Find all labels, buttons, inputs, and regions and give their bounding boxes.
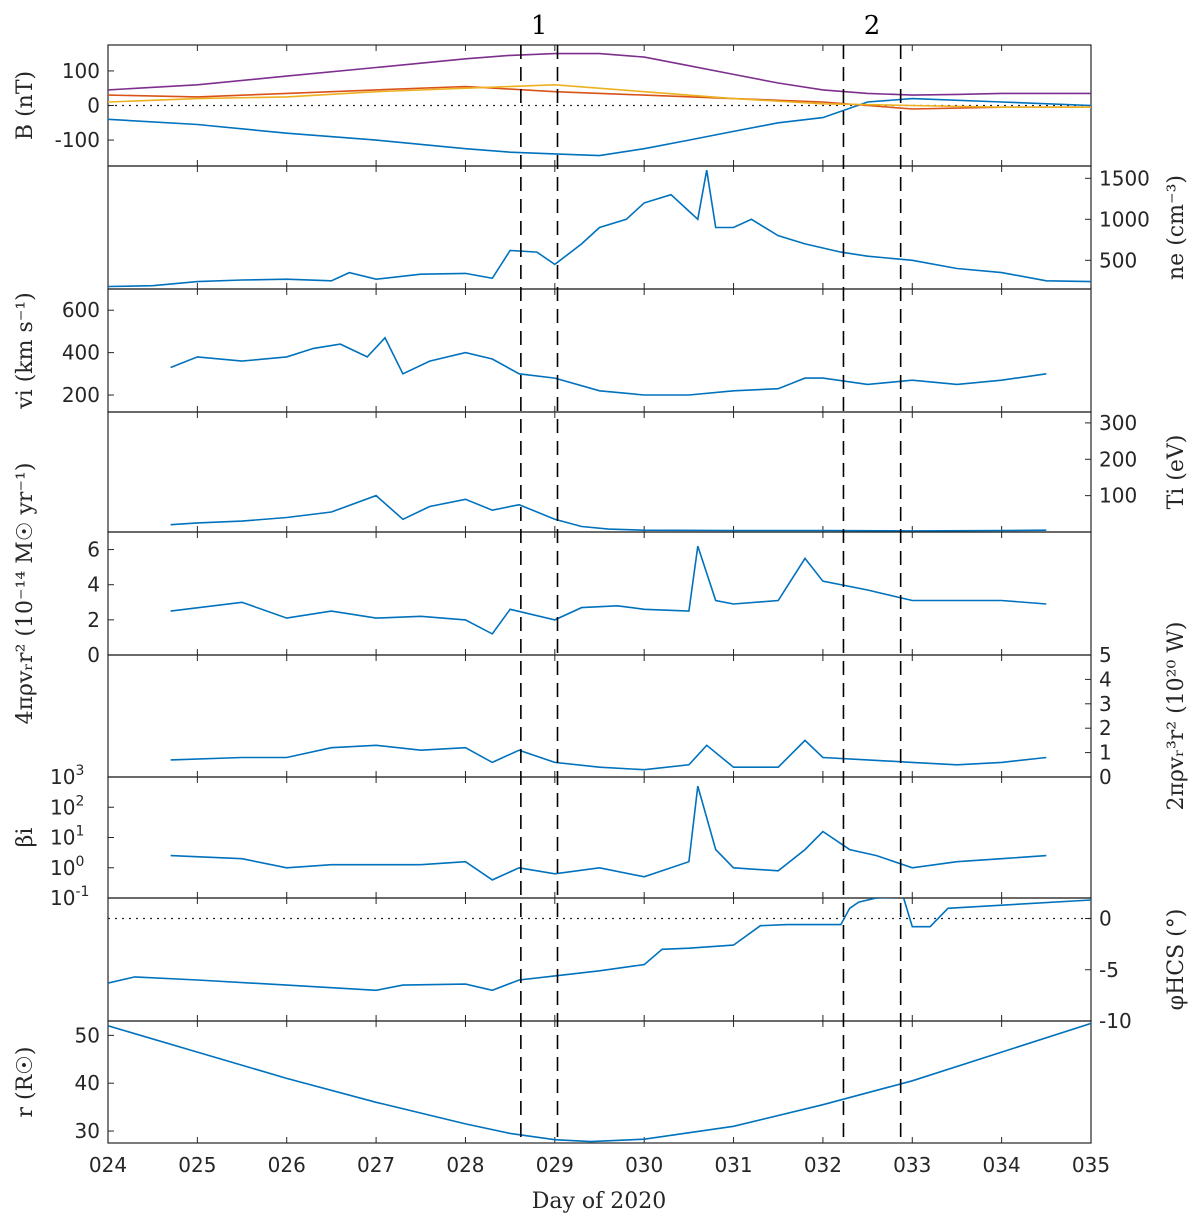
y-tick-label: 4: [87, 573, 100, 597]
y-axis-label-vi: vi (km s⁻¹): [13, 292, 38, 410]
y-tick-label: 100: [50, 854, 84, 880]
y-tick-label: 600: [62, 298, 100, 322]
series-line-B--b-: [108, 52, 1091, 96]
series-line-r-r: [108, 1022, 1091, 1143]
panel-Ti: 100 200 300 Ti (eV): [107, 411, 1189, 533]
y-tick-label: 200: [62, 383, 100, 407]
y-axis-label-beta: βi: [13, 828, 38, 848]
y-axis-label-ne: ne (cm⁻³): [1164, 175, 1189, 280]
panel-frame: [107, 531, 1092, 656]
y-tick-label: 0: [87, 643, 100, 667]
panel-B: -100 0 100 B (nT): [13, 44, 1092, 167]
x-tick-label: 035: [1072, 1153, 1110, 1177]
x-tick-label: 032: [804, 1153, 842, 1177]
panel-ne: 500 1000 1500 ne (cm⁻³): [107, 165, 1189, 290]
series-line-beta-beta-i: [170, 785, 1047, 881]
y-tick-label: 4: [1099, 667, 1112, 691]
y-axis-label-B: B (nT): [13, 71, 38, 140]
y-tick-label: 2: [1099, 716, 1112, 740]
series-line-ne-ne: [108, 169, 1091, 288]
y-tick-label: 400: [62, 341, 100, 365]
period-1: 1: [520, 11, 559, 1143]
y-tick-label: 103: [50, 763, 84, 789]
y-tick-label: 101: [50, 824, 84, 850]
y-tick-label: 2: [87, 608, 100, 632]
panel-frame: [107, 654, 1092, 778]
x-axis-label: Day of 2020: [532, 1189, 667, 1214]
x-tick-label: 025: [178, 1153, 216, 1177]
series-line-phi-phi-hcs: [108, 898, 1091, 992]
y-axis-label-energy: 2πρvᵣ³r² (10²⁰ W): [1164, 621, 1189, 810]
panel-frame: [107, 411, 1092, 533]
period-label: 1: [531, 11, 548, 41]
series-line-Ti-ti: [170, 494, 1047, 532]
x-tick-label: 031: [714, 1153, 752, 1177]
y-tick-label: 100: [1099, 484, 1137, 508]
panel-frame: [107, 288, 1092, 413]
y-axis-label-r: r (R☉): [13, 1047, 38, 1118]
y-axis-label-phi: φHCS (°): [1164, 909, 1189, 1011]
panel-phi: -10 -5 0 φHCS (°): [107, 897, 1189, 1033]
y-axis-label-Ti: Ti (eV): [1164, 435, 1189, 510]
y-tick-label: -10: [1099, 1009, 1132, 1033]
y-tick-label: 1: [1099, 741, 1112, 765]
panel-frame: [107, 897, 1092, 1022]
x-tick-label: 027: [357, 1153, 395, 1177]
x-tick-label: 026: [268, 1153, 306, 1177]
y-tick-label: 1500: [1099, 166, 1150, 190]
panel-mass: 0 2 4 6 4πρvᵣr² (10⁻¹⁴ M☉ yr⁻¹): [13, 463, 1092, 725]
y-tick-label: 6: [87, 538, 100, 562]
panel-vi: 200 400 600 vi (km s⁻¹): [13, 288, 1092, 413]
y-tick-label: 40: [75, 1071, 100, 1095]
y-tick-label: 10-1: [50, 884, 89, 910]
y-axis-label-mass: 4πρvᵣr² (10⁻¹⁴ M☉ yr⁻¹): [13, 463, 38, 725]
y-tick-label: 500: [1099, 248, 1137, 272]
y-tick-label: 30: [75, 1119, 100, 1143]
y-tick-label: 3: [1099, 692, 1112, 716]
panel-beta: 10-1 100 101 102 103 βi: [13, 763, 1092, 910]
y-tick-label: 300: [1099, 411, 1137, 435]
panel-frame: [107, 776, 1092, 899]
panel-frame: [107, 1020, 1092, 1144]
series-line-B-bt: [108, 85, 1091, 110]
panel-r: 30 40 50 r (R☉): [13, 1020, 1092, 1144]
x-tick-label: 033: [893, 1153, 931, 1177]
y-tick-label: -100: [55, 128, 100, 152]
series-line-energy-energy-flux: [170, 739, 1047, 771]
y-tick-label: 0: [87, 94, 100, 118]
series-line-mass-mass-flux: [170, 545, 1047, 635]
x-axis: 024 025 026 027 028 029 030 031 032 033 034 035: [89, 1153, 1110, 1177]
period-label: 2: [864, 11, 881, 41]
y-tick-label: 200: [1099, 447, 1137, 471]
x-tick-label: 030: [625, 1153, 663, 1177]
y-tick-label: -5: [1099, 958, 1119, 982]
y-tick-label: 0: [1099, 765, 1112, 789]
period-2: 2: [842, 11, 902, 1143]
series-line-vi-vi: [170, 336, 1047, 396]
x-tick-label: 024: [89, 1153, 127, 1177]
x-tick-label: 029: [536, 1153, 574, 1177]
x-tick-label: 028: [446, 1153, 484, 1177]
series-line-B-br: [108, 97, 1091, 157]
y-tick-label: 50: [75, 1023, 100, 1047]
y-tick-label: 1000: [1099, 207, 1150, 231]
y-tick-label: 5: [1099, 643, 1112, 667]
y-tick-label: 102: [50, 793, 84, 819]
x-tick-label: 034: [983, 1153, 1021, 1177]
series-line-B-bn: [108, 83, 1091, 108]
y-tick-label: 0: [1099, 907, 1112, 931]
y-tick-label: 100: [62, 59, 100, 83]
